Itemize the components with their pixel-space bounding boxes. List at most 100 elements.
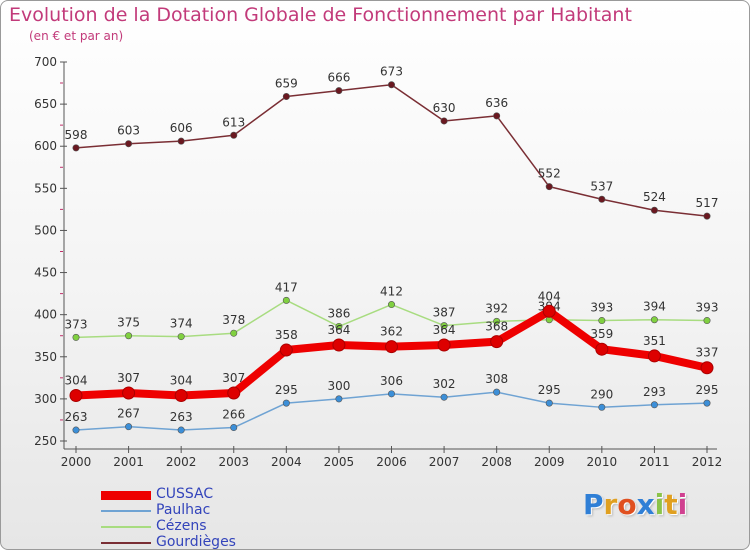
y-tick-label: 600: [34, 139, 57, 153]
data-label: 392: [485, 301, 508, 315]
data-label: 404: [538, 289, 561, 303]
data-point: [598, 195, 606, 203]
data-label: 412: [380, 285, 403, 299]
y-tick-label: 650: [34, 97, 57, 111]
data-label: 517: [696, 196, 719, 210]
chart-subtitle: (en € et par an): [29, 29, 124, 43]
data-point: [387, 390, 395, 398]
y-tick-label: 300: [34, 392, 57, 406]
data-point: [440, 117, 448, 125]
proxiti-logo: Proxiti: [583, 488, 687, 521]
legend-label: CUSSAC: [156, 486, 214, 502]
data-point: [490, 335, 504, 349]
series-cussac: 304 307 304 307 358 364 362 364 368 404 359 351 337: [65, 289, 719, 403]
data-point: [69, 389, 83, 403]
data-point: [440, 322, 448, 330]
legend-label: Paulhac: [156, 502, 211, 518]
x-tick-label: 2003: [218, 455, 249, 469]
data-point: [177, 426, 185, 434]
data-point: [703, 399, 711, 407]
data-label: 307: [222, 371, 245, 385]
data-point: [72, 144, 80, 152]
data-label: 387: [433, 306, 456, 320]
data-label: 393: [696, 301, 719, 315]
data-point: [174, 389, 188, 403]
data-label: 368: [485, 320, 508, 334]
x-tick-label: 2004: [271, 455, 302, 469]
x-tick-label: 2007: [429, 455, 460, 469]
data-point: [650, 316, 658, 324]
data-label: 290: [590, 387, 613, 401]
data-point: [493, 317, 501, 325]
logo-letter: o: [617, 488, 637, 521]
data-point: [647, 349, 661, 363]
legend-swatch: [101, 490, 151, 500]
legend-label: Gourdièges: [156, 534, 236, 550]
data-point: [125, 140, 133, 148]
data-label: 295: [696, 383, 719, 397]
data-label: 386: [327, 306, 350, 320]
logo-letter: P: [583, 488, 604, 521]
x-tick-label: 2000: [61, 455, 92, 469]
data-point: [125, 332, 133, 340]
data-point: [230, 329, 238, 337]
data-label: 293: [643, 385, 666, 399]
data-label: 636: [485, 96, 508, 110]
y-tick-label: 350: [34, 350, 57, 364]
x-tick-label: 2009: [534, 455, 565, 469]
series-gourdiges: 598 603 606 613 659 666 673 630 636 552 537 524 517: [65, 65, 719, 220]
data-label: 603: [117, 124, 140, 138]
logo-letter: i: [654, 488, 665, 521]
data-point: [335, 87, 343, 95]
series-paulhac: 263 267 263 266 295 300 306 302 308 295 290 293 295: [65, 372, 719, 434]
y-tick-label: 250: [34, 434, 57, 448]
data-point: [125, 423, 133, 431]
x-tick-label: 2010: [587, 455, 618, 469]
data-point: [650, 401, 658, 409]
data-label: 524: [643, 190, 666, 204]
data-label: 375: [117, 316, 140, 330]
y-tick-label: 550: [34, 181, 57, 195]
x-tick-label: 2002: [166, 455, 197, 469]
data-point: [598, 403, 606, 411]
data-label: 374: [170, 317, 193, 331]
data-label: 378: [222, 313, 245, 327]
chart-title: Evolution de la Dotation Globale de Fonc…: [9, 4, 632, 26]
data-point: [72, 333, 80, 341]
data-label: 337: [696, 346, 719, 360]
y-tick-label: 400: [34, 308, 57, 322]
legend-swatch: [101, 542, 151, 544]
data-point: [177, 333, 185, 341]
x-tick-label: 2008: [481, 455, 512, 469]
data-label: 266: [222, 408, 245, 422]
data-label: 598: [65, 128, 88, 142]
data-point: [332, 338, 346, 352]
logo-letter: t: [664, 488, 678, 521]
data-point: [542, 304, 556, 318]
data-label: 263: [65, 410, 88, 424]
data-label: 359: [590, 327, 613, 341]
data-point: [650, 206, 658, 214]
data-label: 358: [275, 328, 298, 342]
data-label: 267: [117, 407, 140, 421]
data-point: [598, 317, 606, 325]
data-label: 373: [65, 317, 88, 331]
data-label: 302: [433, 377, 456, 391]
data-point: [700, 361, 714, 375]
data-point: [335, 322, 343, 330]
data-label: 630: [433, 101, 456, 115]
data-label: 263: [170, 410, 193, 424]
data-point: [230, 131, 238, 139]
data-point: [703, 317, 711, 325]
logo-letter: r: [603, 488, 618, 521]
data-point: [387, 301, 395, 309]
x-tick-label: 2012: [692, 455, 723, 469]
data-point: [230, 424, 238, 432]
data-label: 308: [485, 372, 508, 386]
data-label: 394: [643, 300, 666, 314]
y-tick-label: 500: [34, 223, 57, 237]
data-label: 300: [327, 379, 350, 393]
data-label: 666: [327, 71, 350, 85]
